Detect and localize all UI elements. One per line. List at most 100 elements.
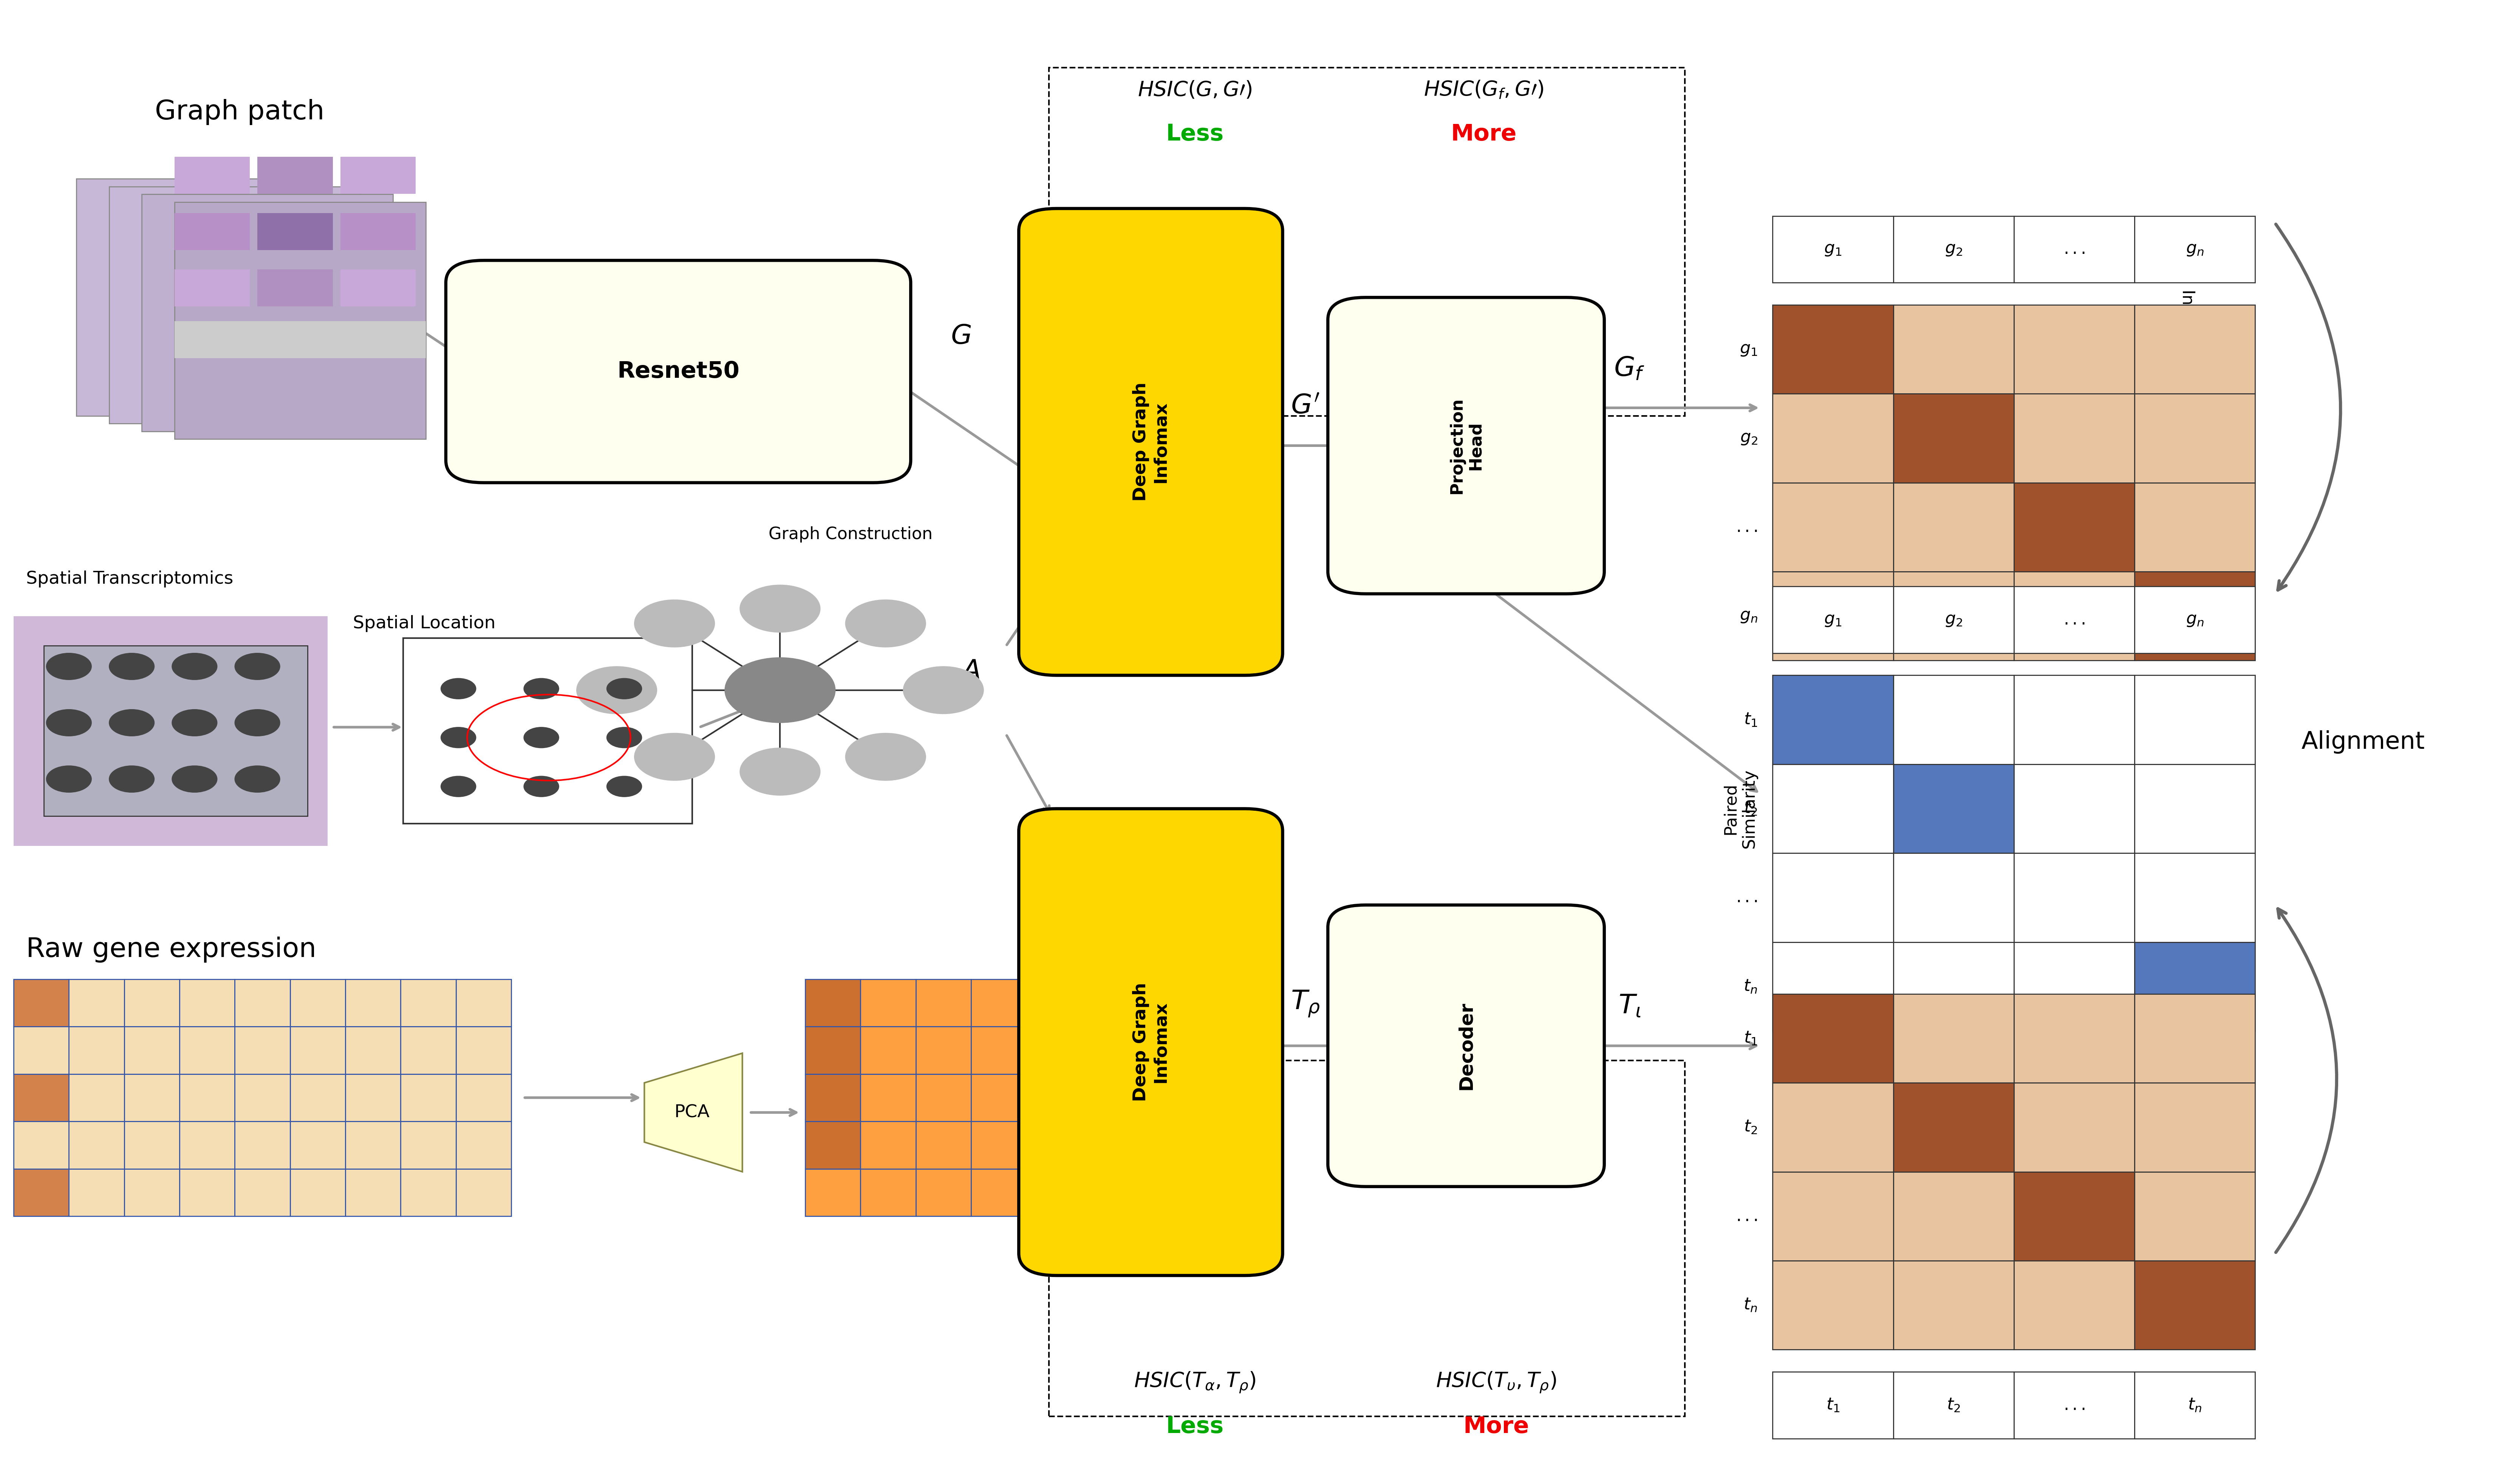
Text: Internal Similarity: Internal Similarity xyxy=(2178,289,2196,439)
FancyBboxPatch shape xyxy=(1019,209,1283,675)
Bar xyxy=(2135,942,2256,1031)
Bar xyxy=(257,269,332,306)
Text: $t_n$: $t_n$ xyxy=(2188,1396,2201,1413)
Bar xyxy=(1894,393,2015,482)
Bar xyxy=(289,1027,345,1074)
Text: Alignment: Alignment xyxy=(2301,730,2424,754)
Circle shape xyxy=(440,727,475,748)
Text: Spatial Transcriptomics: Spatial Transcriptomics xyxy=(25,570,234,588)
Circle shape xyxy=(171,709,216,736)
Circle shape xyxy=(523,727,558,748)
Text: $g_n$: $g_n$ xyxy=(2186,240,2203,257)
Text: Paired
Similarity: Paired Similarity xyxy=(1723,769,1758,849)
Bar xyxy=(1773,1172,1894,1261)
Bar xyxy=(2135,304,2256,393)
Circle shape xyxy=(440,678,475,699)
Bar xyxy=(2135,1172,2256,1261)
Bar xyxy=(1894,482,2015,571)
Bar xyxy=(455,1027,511,1074)
Bar xyxy=(345,1027,400,1074)
Bar xyxy=(805,1074,860,1122)
Text: More: More xyxy=(1451,123,1517,145)
Bar xyxy=(1049,68,1685,416)
Bar xyxy=(805,1169,860,1217)
Circle shape xyxy=(523,678,558,699)
Bar xyxy=(1026,1027,1081,1074)
Bar xyxy=(1026,1169,1081,1217)
Bar xyxy=(1773,853,1894,942)
Text: Less: Less xyxy=(1167,1416,1225,1438)
Text: $...$: $...$ xyxy=(2062,1396,2085,1413)
Bar xyxy=(1773,586,1894,653)
Text: Graph patch: Graph patch xyxy=(156,99,324,125)
Text: $t_2$: $t_2$ xyxy=(1743,1119,1758,1135)
Bar xyxy=(805,1122,860,1169)
Text: $t_1$: $t_1$ xyxy=(1826,1396,1841,1413)
Bar xyxy=(234,1074,289,1122)
Bar xyxy=(971,1074,1026,1122)
Bar xyxy=(234,1169,289,1217)
Bar xyxy=(174,157,249,194)
Bar xyxy=(2135,1261,2256,1349)
Bar xyxy=(345,1169,400,1217)
FancyBboxPatch shape xyxy=(75,180,327,416)
Bar xyxy=(400,1169,455,1217)
Bar xyxy=(289,1169,345,1217)
Text: $HSIC(G,G\prime)$: $HSIC(G,G\prime)$ xyxy=(1137,80,1252,99)
Text: $t_n$: $t_n$ xyxy=(1743,978,1758,994)
Bar xyxy=(1773,304,1894,393)
Bar xyxy=(13,1122,68,1169)
Bar xyxy=(400,1027,455,1074)
Bar xyxy=(123,1074,179,1122)
Bar xyxy=(1026,1074,1081,1122)
Text: Deep Graph
Infomax: Deep Graph Infomax xyxy=(1132,982,1169,1101)
Bar xyxy=(174,269,249,306)
Bar xyxy=(2135,482,2256,571)
Bar xyxy=(2015,942,2135,1031)
Bar xyxy=(1773,571,1894,660)
Bar xyxy=(1894,586,2015,653)
Bar xyxy=(340,269,415,306)
Text: $...$: $...$ xyxy=(2062,611,2085,628)
Text: $T_\rho$: $T_\rho$ xyxy=(1290,990,1320,1020)
Text: $...$: $...$ xyxy=(1735,519,1758,536)
Bar xyxy=(455,1074,511,1122)
Text: $t_n$: $t_n$ xyxy=(1743,1297,1758,1313)
Bar xyxy=(123,1027,179,1074)
Bar xyxy=(2135,1371,2256,1438)
Text: $g_1$: $g_1$ xyxy=(1740,341,1758,358)
Bar xyxy=(2015,482,2135,571)
Text: Resnet50: Resnet50 xyxy=(616,361,739,383)
Bar xyxy=(123,979,179,1027)
Circle shape xyxy=(234,766,279,792)
Text: $...$: $...$ xyxy=(2062,240,2085,257)
Bar xyxy=(68,1122,123,1169)
Bar xyxy=(971,1122,1026,1169)
FancyBboxPatch shape xyxy=(108,187,360,424)
Bar xyxy=(13,1169,68,1217)
Bar xyxy=(234,979,289,1027)
Bar xyxy=(2135,586,2256,653)
FancyBboxPatch shape xyxy=(445,260,910,482)
Bar xyxy=(915,1122,971,1169)
Bar xyxy=(2135,675,2256,764)
Circle shape xyxy=(606,776,641,797)
Bar xyxy=(13,1074,68,1122)
Circle shape xyxy=(45,653,91,680)
Bar xyxy=(179,1074,234,1122)
Bar xyxy=(1773,675,1894,764)
Circle shape xyxy=(234,709,279,736)
Bar xyxy=(1049,1061,1685,1416)
Bar xyxy=(455,979,511,1027)
Bar xyxy=(1894,942,2015,1031)
Circle shape xyxy=(903,666,983,714)
Bar xyxy=(179,1027,234,1074)
Bar xyxy=(2015,571,2135,660)
Bar xyxy=(2015,1261,2135,1349)
Circle shape xyxy=(576,666,656,714)
Polygon shape xyxy=(644,1054,742,1172)
Bar xyxy=(1894,217,2015,282)
Bar xyxy=(860,1122,915,1169)
Circle shape xyxy=(606,727,641,748)
Bar xyxy=(1894,675,2015,764)
